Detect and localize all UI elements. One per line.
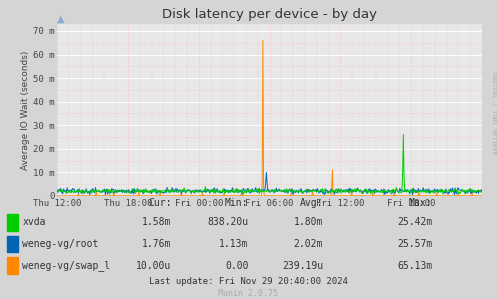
Text: weneg-vg/swap_l: weneg-vg/swap_l — [22, 260, 110, 271]
Text: 65.13m: 65.13m — [397, 260, 432, 271]
Text: Min:: Min: — [225, 198, 248, 208]
Title: Disk latency per device - by day: Disk latency per device - by day — [162, 8, 377, 21]
Text: Max:: Max: — [409, 198, 432, 208]
Text: 1.13m: 1.13m — [219, 239, 248, 249]
Text: 25.57m: 25.57m — [397, 239, 432, 249]
Text: Cur:: Cur: — [148, 198, 171, 208]
Text: ▲: ▲ — [57, 14, 65, 24]
Text: 0.00: 0.00 — [225, 260, 248, 271]
Text: Munin 2.0.75: Munin 2.0.75 — [219, 289, 278, 298]
Text: 2.02m: 2.02m — [294, 239, 323, 249]
Text: 25.42m: 25.42m — [397, 217, 432, 228]
Text: RRDTOOL / TOBI OETIKER: RRDTOOL / TOBI OETIKER — [491, 72, 496, 155]
Text: xvda: xvda — [22, 217, 46, 228]
Text: 838.20u: 838.20u — [207, 217, 248, 228]
Text: weneg-vg/root: weneg-vg/root — [22, 239, 99, 249]
Text: 239.19u: 239.19u — [282, 260, 323, 271]
Text: 1.80m: 1.80m — [294, 217, 323, 228]
Text: Last update: Fri Nov 29 20:40:00 2024: Last update: Fri Nov 29 20:40:00 2024 — [149, 277, 348, 286]
Text: 1.58m: 1.58m — [142, 217, 171, 228]
Text: 10.00u: 10.00u — [136, 260, 171, 271]
Text: 1.76m: 1.76m — [142, 239, 171, 249]
Y-axis label: Average IO Wait (seconds): Average IO Wait (seconds) — [21, 50, 30, 170]
Text: Avg:: Avg: — [300, 198, 323, 208]
